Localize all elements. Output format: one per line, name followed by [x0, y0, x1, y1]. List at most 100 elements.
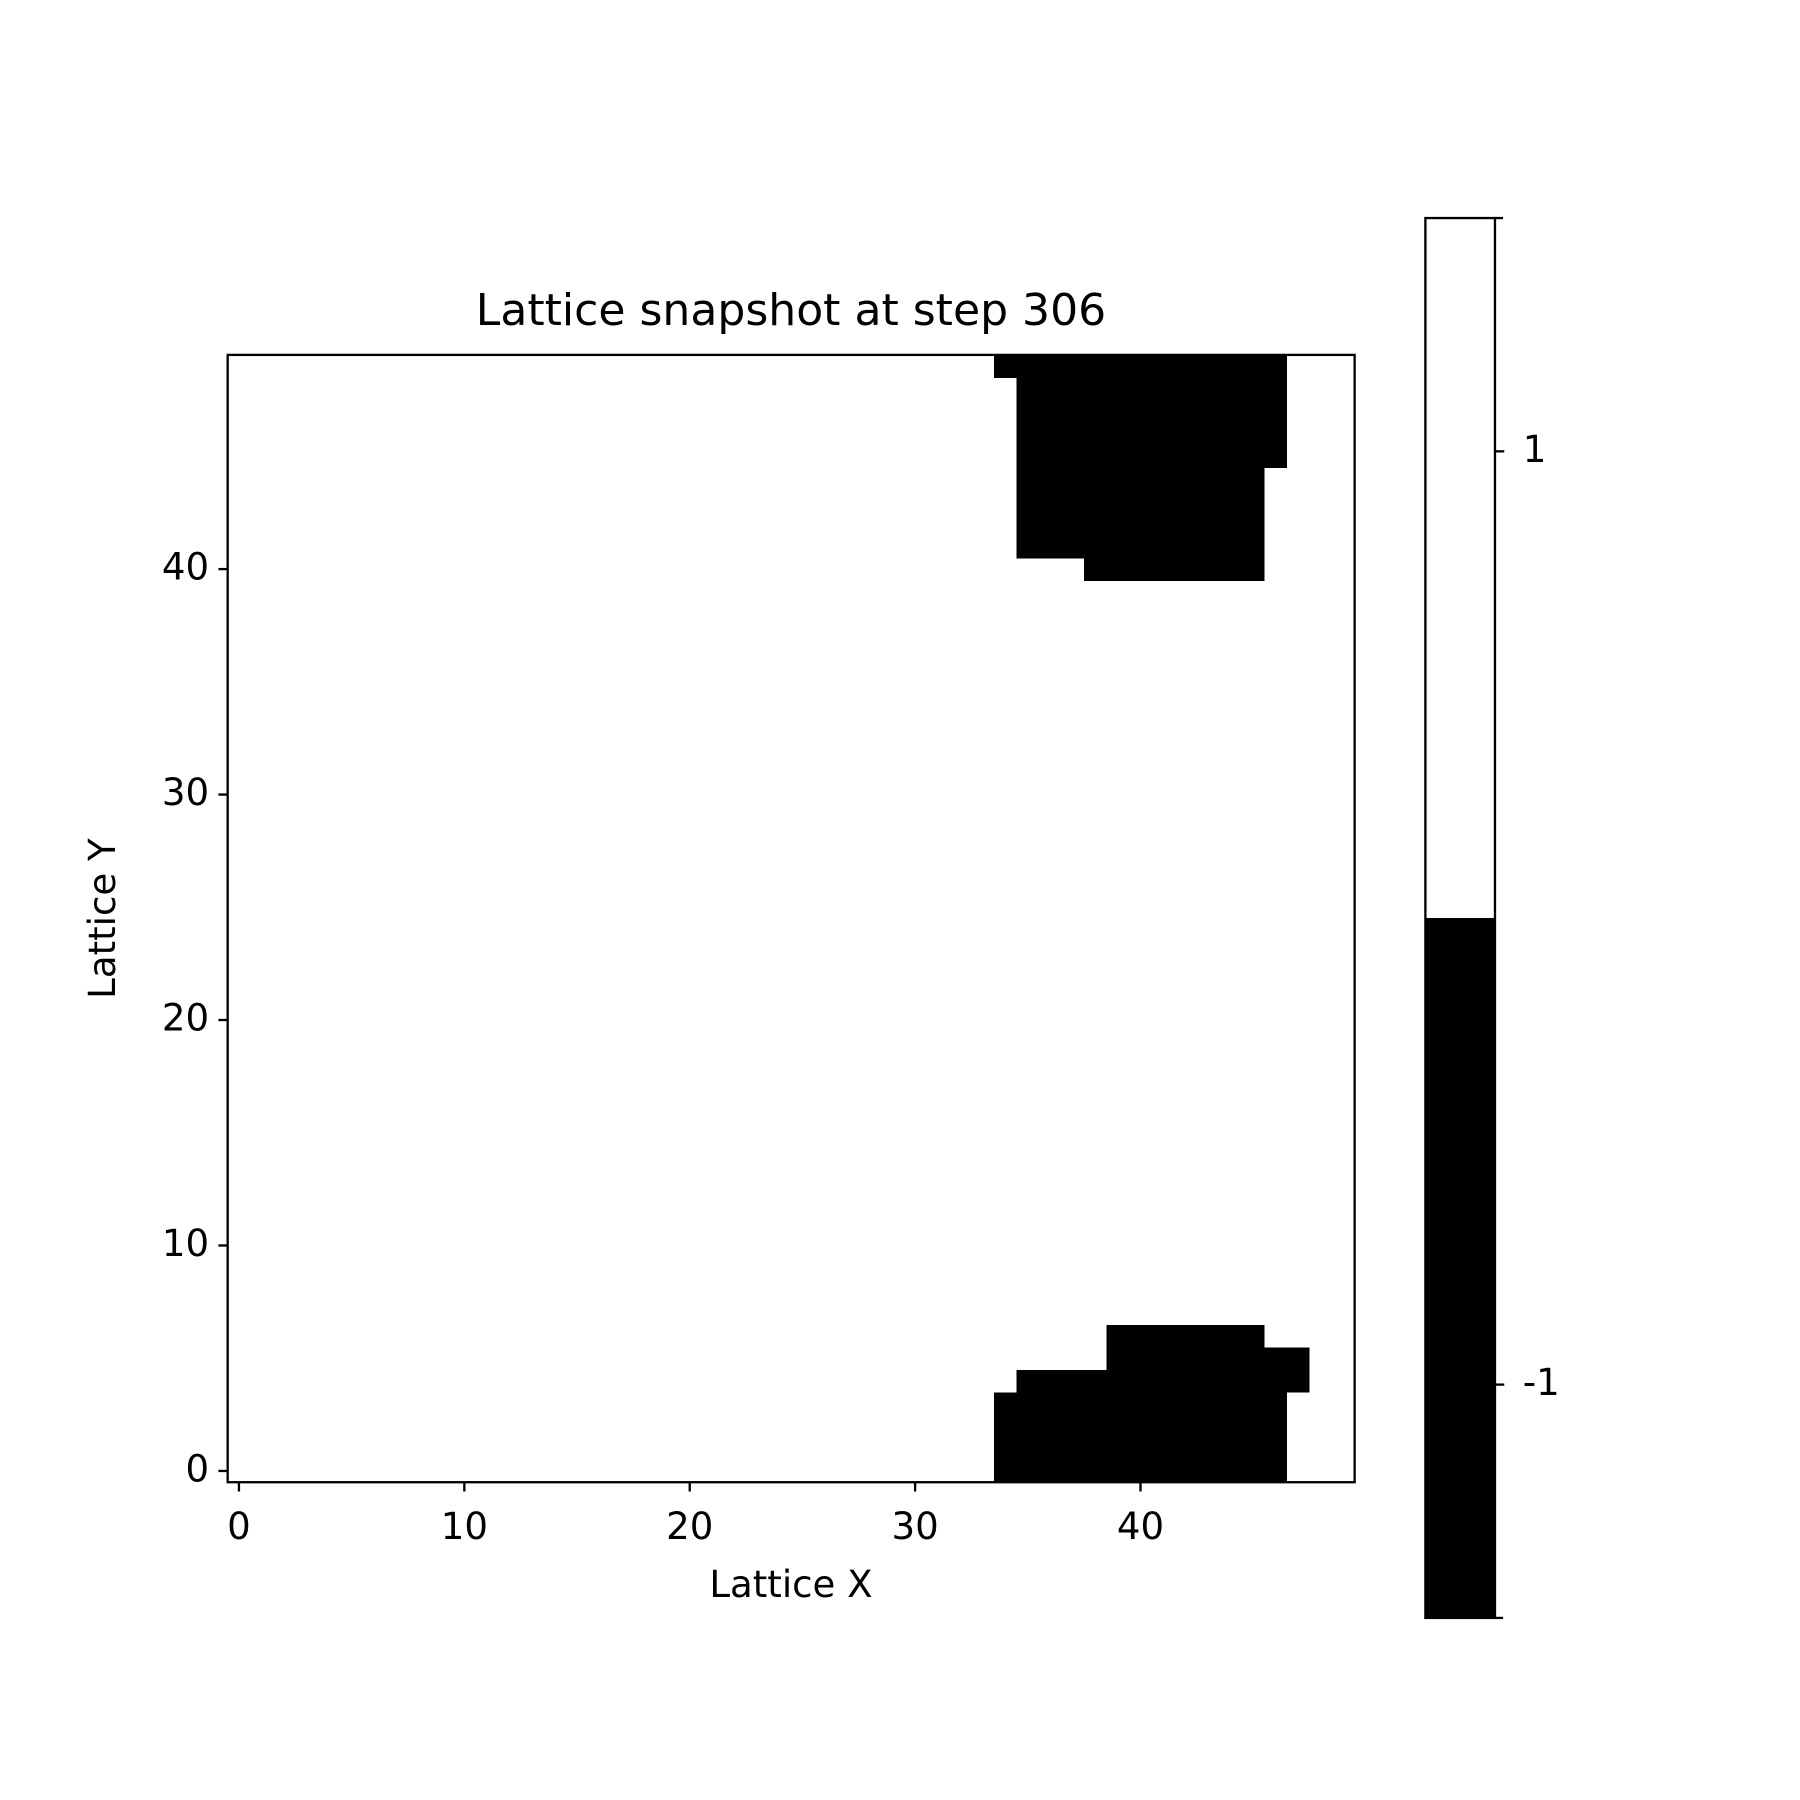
lattice-cell — [362, 535, 386, 559]
lattice-cell — [858, 738, 882, 762]
lattice-cell — [1332, 670, 1356, 694]
lattice-cell — [610, 693, 634, 717]
lattice-cell — [1309, 1008, 1333, 1032]
lattice-cell — [385, 738, 409, 762]
lattice-cell — [565, 1324, 589, 1348]
lattice-cell — [926, 738, 950, 762]
lattice-cell — [1332, 1098, 1356, 1122]
lattice-cell — [430, 490, 454, 514]
lattice-cell — [791, 896, 815, 920]
lattice-cell — [836, 986, 860, 1010]
lattice-cell — [1196, 1166, 1220, 1190]
lattice-cell — [948, 647, 972, 672]
lattice-cell — [836, 377, 860, 401]
lattice-cell — [407, 377, 431, 401]
lattice-cell — [272, 1324, 296, 1348]
lattice-cell — [1151, 467, 1175, 491]
lattice-cell — [362, 738, 386, 762]
lattice-cell — [588, 1166, 612, 1190]
lattice-cell — [385, 1279, 409, 1303]
lattice-cell — [1106, 557, 1130, 581]
lattice-cell — [1061, 670, 1085, 694]
lattice-cell — [1332, 850, 1356, 874]
lattice-cell — [385, 557, 409, 581]
lattice-cell — [1106, 941, 1130, 965]
lattice-cell — [1084, 1234, 1108, 1258]
lattice-cell — [295, 1211, 319, 1235]
lattice-cell — [723, 738, 747, 762]
lattice-cell — [588, 1098, 612, 1122]
lattice-cell — [903, 602, 927, 626]
lattice-cell — [813, 1211, 837, 1235]
lattice-cell — [791, 850, 815, 874]
lattice-cell — [1016, 896, 1040, 920]
lattice-cell — [317, 467, 341, 491]
lattice-cell — [407, 670, 431, 694]
lattice-cell — [227, 1437, 251, 1461]
lattice-cell — [475, 1121, 499, 1145]
lattice-cell — [836, 670, 860, 694]
lattice-cell — [836, 873, 860, 897]
lattice-cell — [250, 512, 274, 536]
lattice-cell — [746, 670, 770, 694]
lattice-cell — [1084, 647, 1108, 672]
lattice-cell — [655, 693, 679, 717]
lattice-cell — [700, 986, 724, 1010]
lattice-cell — [948, 828, 972, 852]
lattice-cell — [655, 1437, 679, 1461]
lattice-cell — [1196, 445, 1220, 469]
lattice-cell — [1241, 1031, 1265, 1055]
lattice-cell — [250, 467, 274, 491]
lattice-cell — [1151, 760, 1175, 784]
lattice-cell — [385, 647, 409, 672]
lattice-cell — [971, 1279, 995, 1303]
lattice-cell — [1287, 805, 1311, 829]
lattice-cell — [1241, 1211, 1265, 1235]
lattice-cell — [1264, 760, 1288, 784]
lattice-cell — [655, 1166, 679, 1190]
lattice-cell — [1287, 941, 1311, 965]
lattice-cell — [994, 715, 1018, 739]
lattice-cell — [858, 1437, 882, 1461]
lattice-cell — [610, 580, 634, 604]
lattice-cell — [520, 467, 544, 491]
lattice-cell — [340, 873, 364, 897]
lattice-cell — [1061, 1166, 1085, 1190]
lattice-cell — [1039, 918, 1063, 942]
lattice-cell — [723, 354, 747, 378]
lattice-cell — [362, 557, 386, 581]
lattice-cell — [678, 490, 702, 514]
lattice-cell — [1174, 873, 1198, 897]
lattice-cell — [1061, 445, 1085, 469]
lattice-cell — [836, 918, 860, 942]
lattice-cell — [1196, 399, 1220, 423]
lattice-cell — [700, 715, 724, 739]
lattice-cell — [610, 377, 634, 401]
lattice-cell — [1084, 557, 1108, 581]
lattice-cell — [633, 1053, 657, 1077]
lattice-cell — [858, 422, 882, 446]
lattice-cell — [903, 399, 927, 423]
lattice-cell — [813, 850, 837, 874]
lattice-cell — [610, 783, 634, 807]
lattice-cell — [971, 1369, 995, 1393]
lattice-cell — [1241, 1256, 1265, 1280]
lattice-cell — [768, 828, 792, 852]
lattice-cell — [1241, 715, 1265, 739]
lattice-cell — [994, 1301, 1018, 1325]
lattice-cell — [453, 1437, 477, 1461]
lattice-cell — [858, 1031, 882, 1055]
lattice-cell — [971, 354, 995, 378]
lattice-cell — [1106, 1031, 1130, 1055]
lattice-cell — [610, 422, 634, 446]
lattice-cell — [1332, 738, 1356, 762]
lattice-cell — [430, 963, 454, 987]
lattice-cell — [700, 602, 724, 626]
lattice-cell — [1309, 557, 1333, 581]
x-tick-label: 20 — [666, 1505, 713, 1548]
lattice-cell — [453, 625, 477, 649]
lattice-cell — [272, 625, 296, 649]
lattice-cell — [610, 1346, 634, 1370]
lattice-cell — [385, 602, 409, 626]
lattice-cell — [498, 602, 522, 626]
